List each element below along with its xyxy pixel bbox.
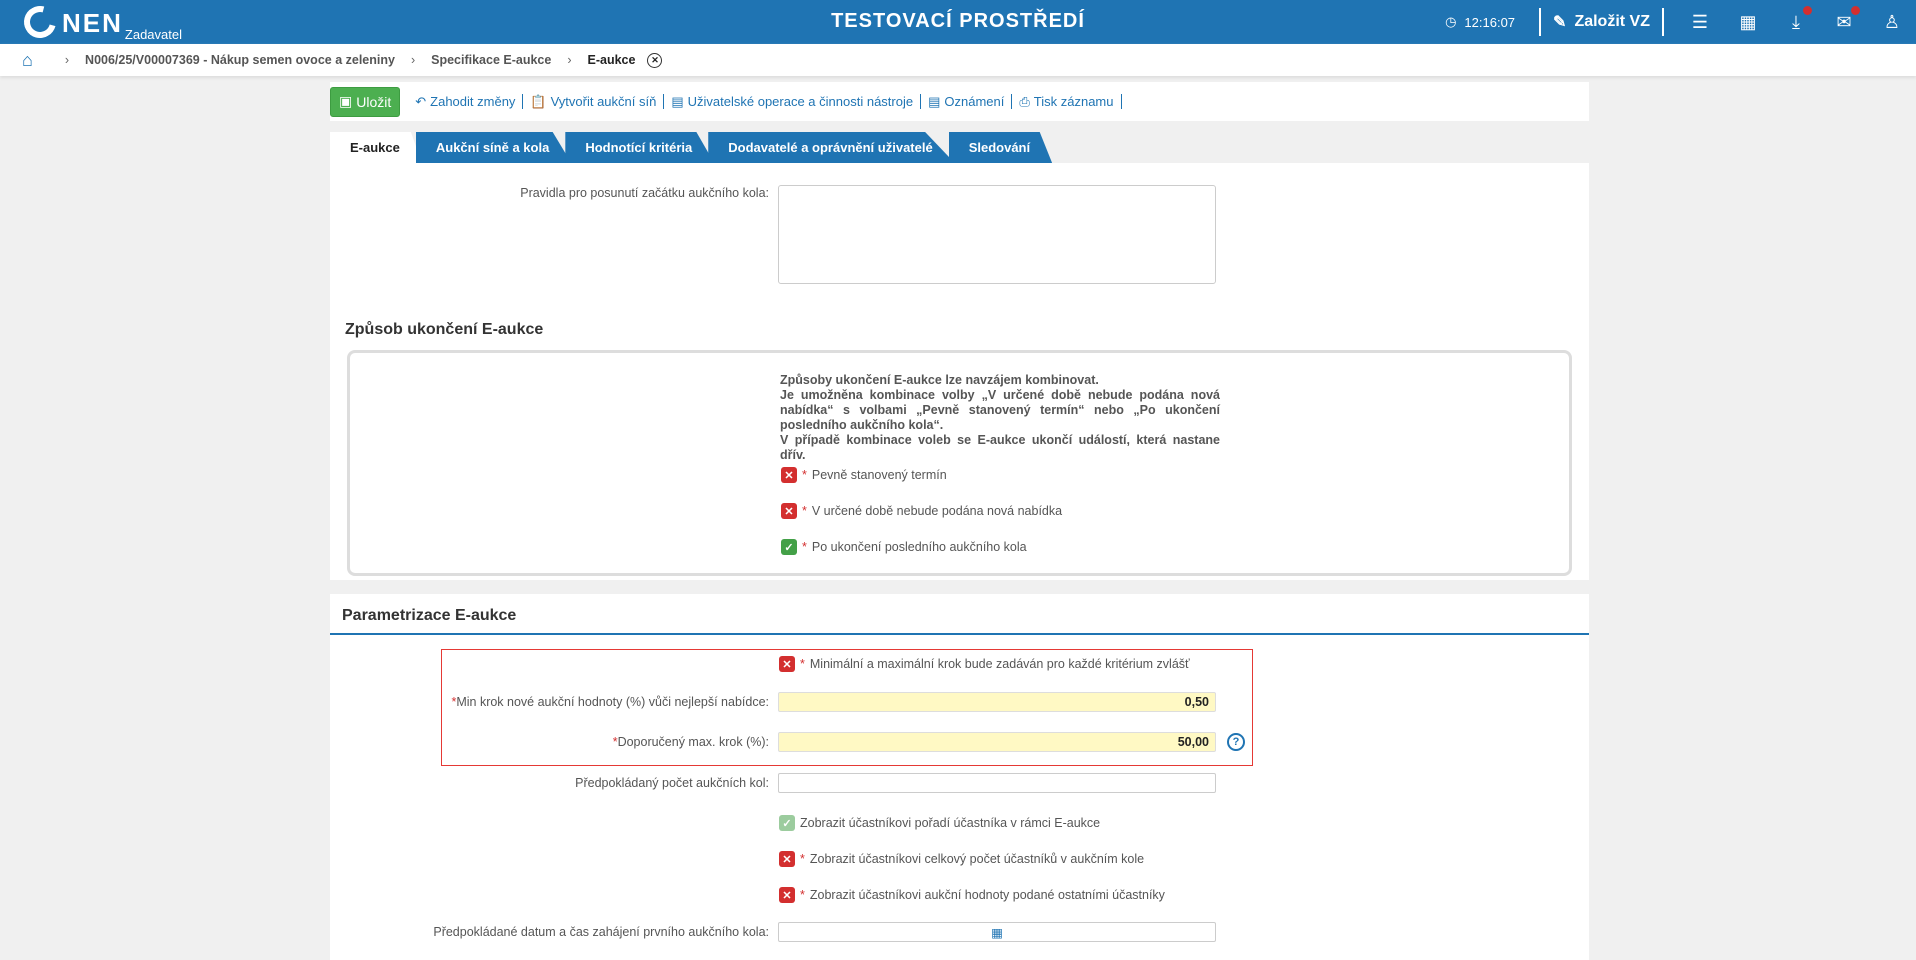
create-contract-button[interactable]: ✎ Založit VZ [1553, 12, 1650, 32]
discard-label: Zahodit změny [430, 94, 516, 109]
calendar-icon[interactable]: ▦ [991, 926, 1003, 940]
home-icon[interactable]: ⌂ [22, 49, 33, 70]
cross-checkbox-icon[interactable]: ✕ [779, 656, 795, 672]
check-checkbox-icon[interactable]: ✓ [779, 815, 795, 831]
notices-button[interactable]: ▤ Oznámení [921, 94, 1013, 109]
mail-icon[interactable]: ✉ [1820, 5, 1868, 33]
undo-icon: ↶ [415, 94, 427, 109]
note-line: Je umožněna kombinace volby „V určené do… [780, 388, 1220, 432]
create-contract-label: Založit VZ [1574, 13, 1650, 30]
show-rank[interactable]: ✓ Zobrazit účastníkovi pořadí účastníka v… [779, 815, 1100, 831]
help-icon[interactable]: ? [1227, 733, 1245, 751]
cross-checkbox-icon[interactable]: ✕ [779, 887, 795, 903]
save-button[interactable]: ▣ Uložit [330, 86, 401, 117]
param-panel [330, 594, 1589, 960]
option-label: V určené době nebude podána nová nabídka [811, 504, 1063, 518]
user-icon[interactable]: ♙ [1883, 11, 1901, 32]
start-date-input[interactable]: ▦ [778, 922, 1216, 942]
show-values[interactable]: ✕ * Zobrazit účastníkovi aukční hodnoty po… [779, 887, 1165, 903]
logo-text: NEN [62, 8, 123, 38]
clock-icon: ◷ [1445, 14, 1457, 29]
rules-textarea[interactable] [778, 185, 1216, 284]
option-label: Pevně stanovený termín [811, 468, 947, 482]
end-note: Způsoby ukončení E-aukce lze navzájem ko… [780, 373, 1220, 463]
max-step-input[interactable]: 50,00 [778, 732, 1216, 752]
option-label: Po ukončení posledního aukčního kola [811, 540, 1027, 554]
check-checkbox-icon[interactable]: ✓ [781, 539, 797, 555]
show-count[interactable]: ✕ * Zobrazit účastníkovi celkový počet úča… [779, 851, 1144, 867]
divider [1539, 8, 1542, 36]
end-method-box [347, 350, 1572, 576]
rules-label: Pravidla pro posunutí začátku aukčního k… [520, 186, 769, 200]
save-label: Uložit [356, 93, 392, 110]
close-icon[interactable]: ✕ [647, 52, 663, 68]
clipboard-icon: ▤ [671, 94, 684, 109]
chevron-right-icon: › [64, 53, 70, 67]
min-step-input[interactable]: 0,50 [778, 692, 1216, 712]
environment-title: TESTOVACÍ PROSTŘEDÍ [831, 10, 1085, 32]
notification-dot [1851, 5, 1860, 15]
user-operations-button[interactable]: ▤ Uživatelské operace a činnosti nástroje [664, 94, 922, 109]
tab-suppliers[interactable]: Dodavatelé a oprávnění uživatelé [708, 132, 955, 163]
option-label: Minimální a maximální krok bude zadáván … [809, 657, 1190, 671]
calendar-icon[interactable]: ▦ [1739, 11, 1757, 32]
download-icon[interactable]: ⤓ [1772, 5, 1820, 33]
end-option-fixed[interactable]: ✕ * Pevně stanovený termín [781, 467, 947, 483]
param-heading: Parametrizace E-aukce [342, 607, 517, 624]
edit-icon: ✎ [1553, 14, 1567, 31]
option-label: Zobrazit účastníkovi aukční hodnoty poda… [809, 888, 1165, 902]
nen-logo[interactable]: NEN Zadavatel [18, 0, 182, 44]
save-icon: ▣ [339, 93, 353, 109]
tab-criteria[interactable]: Hodnotící kritéria [565, 132, 715, 163]
chevron-right-icon: › [410, 53, 416, 67]
rounds-label: Předpokládaný počet aukčních kol: [575, 776, 769, 790]
top-header: NEN Zadavatel TESTOVACÍ PROSTŘEDÍ ◷ 12:16:… [0, 0, 1916, 44]
start-date-label: Předpokládané datum a čas zahájení první… [433, 925, 769, 939]
tab-e-aukce[interactable]: E-aukce [330, 132, 422, 163]
end-heading: Způsob ukončení E-aukce [345, 321, 544, 338]
min-step-label: *Min krok nové aukční hodnoty (%) vůči n… [451, 695, 769, 709]
label-text: Min krok nové aukční hodnoty (%) vůči ne… [456, 695, 769, 709]
form-panel [330, 163, 1589, 580]
breadcrumb-item-contract[interactable]: N006/25/V00007369 - Nákup semen ovoce a … [85, 53, 395, 67]
clipboard-icon: ▤ [928, 94, 941, 109]
session-time: 12:16:07 [1464, 14, 1516, 30]
heading-underline [330, 633, 1589, 635]
tab-bar: E-aukce Aukční síně a kola Hodnotící kri… [330, 132, 1053, 163]
note-line: Způsoby ukončení E-aukce lze navzájem ko… [780, 373, 1099, 387]
chevron-right-icon: › [567, 53, 572, 67]
breadcrumb-item-spec[interactable]: Specifikace E-aukce [431, 53, 552, 67]
note-line: V případě kombinace voleb se E-aukce uko… [780, 433, 1220, 462]
end-option-no-bid[interactable]: ✕ * V určené době nebude podána nová nabíd… [781, 503, 1062, 519]
tab-monitoring[interactable]: Sledování [948, 132, 1053, 163]
option-label: Zobrazit účastníkovi pořadí účastníka v … [800, 816, 1101, 830]
logo-subtitle: Zadavatel [124, 27, 182, 42]
toolbar: ▣ Uložit ↶ Zahodit změny 📋 Vytvořit aukční … [330, 82, 1589, 121]
create-network-label: Vytvořit aukční síň [550, 94, 657, 109]
discard-button[interactable]: ↶ Zahodit změny [408, 94, 524, 109]
end-option-last-round[interactable]: ✓ * Po ukončení posledního aukčního kola [781, 539, 1027, 555]
step-per-criterion[interactable]: ✕ * Minimální a maximální krok bude zadává… [779, 656, 1190, 672]
notices-label: Oznámení [944, 94, 1005, 109]
validation-box [441, 649, 1253, 766]
rounds-input[interactable] [778, 773, 1216, 793]
max-step-label: *Doporučený max. krok (%): [612, 735, 769, 749]
print-button[interactable]: ⎙ Tisk záznamu [1012, 94, 1122, 109]
cross-checkbox-icon[interactable]: ✕ [781, 467, 797, 483]
tab-auction-rooms[interactable]: Aukční síně a kola [415, 132, 572, 163]
breadcrumb-item-current: E-aukce [587, 53, 636, 67]
create-network-button[interactable]: 📋 Vytvořit aukční síň [523, 94, 665, 109]
divider [1662, 8, 1664, 36]
label-text: Doporučený max. krok (%): [617, 735, 769, 749]
menu-icon[interactable]: ☰ [1691, 11, 1709, 32]
notification-dot [1803, 5, 1812, 15]
option-label: Zobrazit účastníkovi celkový počet účast… [809, 852, 1145, 866]
breadcrumb: ⌂ › N006/25/V00007369 - Nákup semen ovoc… [0, 44, 1916, 76]
clipboard-add-icon: 📋 [530, 94, 547, 109]
cross-checkbox-icon[interactable]: ✕ [781, 503, 797, 519]
print-label: Tisk záznamu [1033, 94, 1114, 109]
user-operations-label: Uživatelské operace a činnosti nástroje [687, 94, 914, 109]
cross-checkbox-icon[interactable]: ✕ [779, 851, 795, 867]
printer-icon: ⎙ [1019, 94, 1030, 109]
